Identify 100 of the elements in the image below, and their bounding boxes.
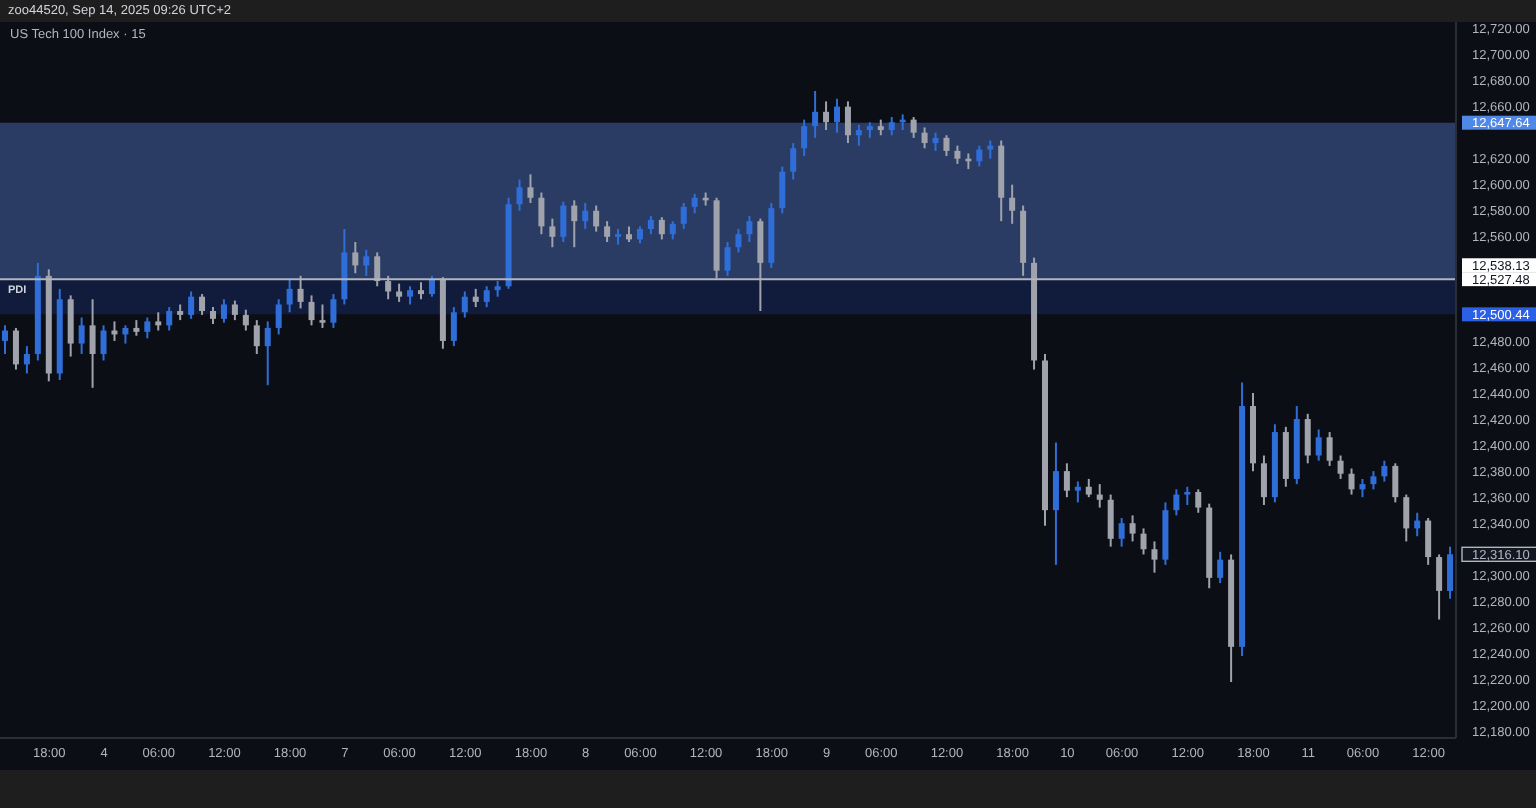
candlestick (943, 134, 950, 158)
candlestick (1348, 467, 1355, 496)
candlestick (472, 287, 479, 309)
candlestick (779, 165, 786, 215)
candlestick (188, 290, 195, 320)
candlestick (385, 274, 392, 301)
candlestick (12, 326, 19, 371)
candlestick (275, 298, 282, 336)
candlestick (1381, 459, 1388, 483)
candlestick (253, 319, 260, 355)
candlestick (1195, 488, 1202, 514)
candlestick (78, 316, 85, 355)
candlestick (724, 241, 731, 277)
candlestick (1173, 488, 1180, 517)
candlestick (1337, 454, 1344, 480)
candlestick (100, 324, 107, 362)
candlestick (1063, 462, 1070, 499)
candlestick (1009, 183, 1016, 225)
candlestick (1151, 540, 1158, 574)
candlestick (407, 285, 414, 306)
candlestick (669, 220, 676, 241)
candlestick (757, 217, 764, 312)
candlestick (604, 220, 611, 244)
candlestick (1436, 553, 1443, 621)
candlestick (122, 324, 129, 345)
candlestick (231, 299, 238, 322)
candlestick (844, 100, 851, 145)
candlestick (1282, 425, 1289, 488)
candlestick (428, 274, 435, 298)
candlestick (735, 227, 742, 254)
candlestick (790, 142, 797, 181)
candlestick (1118, 516, 1125, 548)
candlestick (855, 123, 862, 147)
candlestick (483, 285, 490, 309)
candlestick (1315, 428, 1322, 462)
candlestick (1107, 493, 1114, 548)
candlestick (593, 204, 600, 233)
candlestick (264, 320, 271, 387)
candlestick (746, 214, 753, 244)
candlestick (363, 248, 370, 277)
candlestick (954, 144, 961, 165)
candlestick (1085, 477, 1092, 499)
candlestick (220, 298, 227, 324)
candlestick (1304, 412, 1311, 465)
candlestick (286, 278, 293, 314)
candlestick (461, 290, 468, 319)
candlestick (812, 90, 819, 139)
candlestick (144, 316, 151, 340)
candlestick (155, 311, 162, 332)
candlestick (538, 191, 545, 236)
candlestick (297, 274, 304, 310)
candlestick (450, 306, 457, 348)
candlestick (2, 324, 8, 355)
candlestick (1359, 477, 1366, 499)
candlestick (801, 118, 808, 158)
candlestick (647, 214, 654, 236)
candlestick (1392, 462, 1399, 504)
candlestick (571, 199, 578, 249)
candlestick (1403, 493, 1410, 543)
candlestick (1074, 480, 1081, 504)
candlestick (680, 201, 687, 230)
candlestick (932, 131, 939, 152)
candlestick (921, 126, 928, 150)
candlestick (549, 217, 556, 249)
candlestick (89, 298, 96, 389)
candlestick (1326, 431, 1333, 467)
candlestick (987, 139, 994, 160)
candlestick (319, 303, 326, 329)
candlestick (341, 227, 348, 306)
candlestick (199, 293, 206, 316)
candlestick (834, 97, 840, 134)
candlestick (330, 293, 337, 329)
candlestick (1096, 483, 1103, 509)
candlestick (1260, 454, 1267, 506)
candlestick (166, 306, 173, 332)
candlestick (691, 192, 698, 215)
candlestick (1370, 470, 1377, 491)
candlestick (67, 294, 74, 358)
candlestick (582, 201, 589, 230)
candlestick (1447, 545, 1454, 600)
candlestick (1425, 516, 1432, 566)
candlestick (516, 178, 523, 212)
candlestick (352, 241, 359, 275)
candlestick (658, 216, 665, 241)
candlestick (23, 345, 30, 375)
candlestick (1129, 514, 1136, 543)
candlestick (976, 144, 983, 168)
candlestick (560, 200, 567, 244)
candlestick (374, 251, 381, 288)
candlestick (910, 116, 917, 139)
candlestick (888, 116, 895, 137)
candlestick (242, 308, 249, 332)
candlestick (1184, 485, 1191, 506)
candlestick (396, 282, 403, 303)
candlestick (527, 173, 534, 204)
candlestick (1052, 441, 1059, 566)
candlestick (823, 100, 830, 132)
candlestick (1217, 550, 1224, 585)
candlestick (308, 294, 315, 327)
candlestick (1140, 527, 1147, 556)
